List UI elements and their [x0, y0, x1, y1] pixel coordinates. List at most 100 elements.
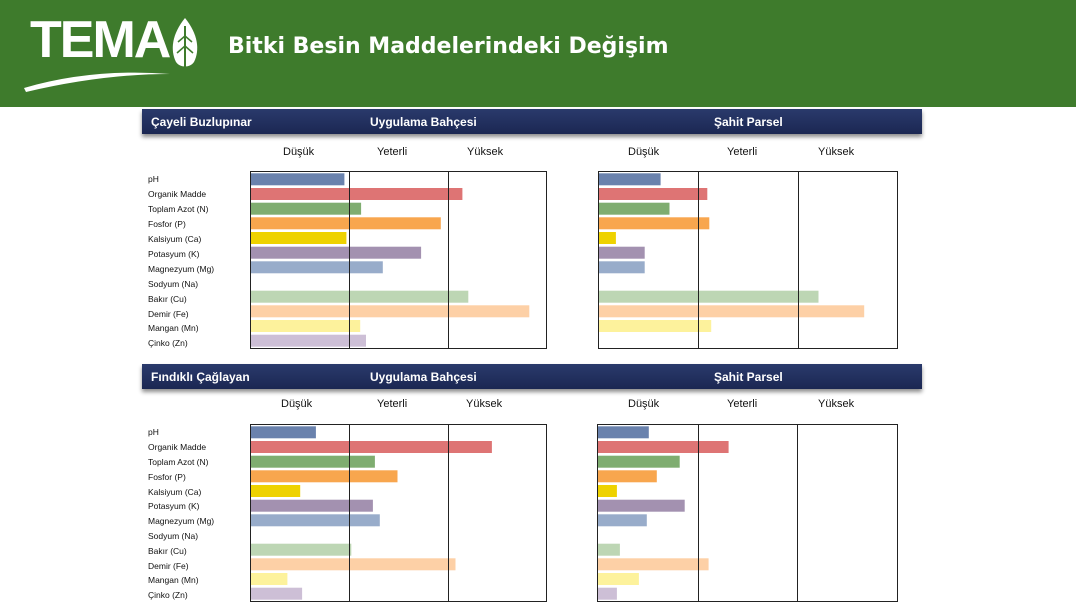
bar-organik-madde: [251, 441, 492, 453]
bar-organik-madde: [598, 441, 729, 453]
bar-kalsiyum-ca: [598, 485, 617, 497]
row-label-organic: Organik Madde: [148, 189, 207, 199]
level-high: Yüksek: [467, 146, 504, 158]
bar-toplam-azot-n: [598, 455, 680, 468]
chart-findikli-applied: [250, 424, 547, 602]
bar-toplam-azot-n: [251, 202, 362, 215]
level-low: Düşük: [628, 398, 660, 410]
row-label-phosphorus: Fosfor (P): [148, 472, 186, 482]
header-bar: TEMA Bitki Besin Maddelerindeki Değişim: [0, 0, 1076, 107]
bar-demir-fe: [251, 305, 530, 318]
row-label-calcium: Kalsiyum (Ca): [148, 234, 202, 244]
level-low: Düşük: [281, 398, 313, 410]
bar-toplam-azot-n: [251, 455, 375, 468]
level-adequate: Yeterli: [727, 146, 758, 158]
bar-cinko-zn: [251, 587, 303, 600]
bar-demir-fe: [251, 558, 456, 571]
row-label-manganese: Mangan (Mn): [148, 575, 199, 585]
row-label-iron: Demir (Fe): [148, 561, 189, 571]
chart-cayeli-applied: [250, 171, 547, 349]
chart-frame: [250, 171, 547, 349]
bar-cinko-zn: [251, 334, 366, 347]
row-label-nitrogen: Toplam Azot (N): [148, 204, 209, 214]
row-label-sodium: Sodyum (Na): [148, 531, 199, 541]
row-label-magnesium: Magnezyum (Mg): [148, 516, 215, 526]
bar-ph: [251, 426, 316, 439]
level-adequate: Yeterli: [377, 398, 408, 410]
row-label-zinc: Çinko (Zn): [148, 590, 188, 600]
bar-organik-madde: [251, 188, 463, 200]
bar-potasyum-k: [598, 499, 685, 512]
chart-cayeli-control: [598, 171, 898, 349]
bar-magnezyum-mg: [251, 261, 383, 274]
logo-swoosh-icon: [24, 72, 170, 92]
bar-potasyum-k: [599, 246, 645, 259]
row-label-ph: pH: [148, 174, 159, 184]
bar-magnezyum-mg: [251, 514, 380, 527]
bar-bakir-cu: [598, 543, 620, 556]
row-label-sodium: Sodyum (Na): [148, 279, 199, 289]
row-label-phosphorus: Fosfor (P): [148, 219, 186, 229]
row-label-potassium: Potasyum (K): [148, 249, 200, 259]
bar-mangan-mn: [599, 320, 712, 332]
level-adequate: Yeterli: [377, 146, 408, 158]
level-high: Yüksek: [818, 146, 855, 158]
tema-logo: TEMA: [30, 11, 171, 69]
level-low: Düşük: [628, 146, 660, 158]
leaf-icon: [172, 18, 198, 74]
chart-frame: [598, 171, 898, 349]
row-label-potassium: Potasyum (K): [148, 501, 200, 511]
bar-bakir-cu: [251, 543, 352, 556]
bar-mangan-mn: [251, 320, 361, 332]
row-label-magnesium: Magnezyum (Mg): [148, 264, 215, 274]
bar-magnezyum-mg: [598, 514, 647, 527]
location-label: Çayeli Buzlupınar: [151, 115, 252, 129]
bar-fosfor-p: [598, 470, 657, 483]
bar-organik-madde: [599, 188, 708, 200]
bar-demir-fe: [599, 305, 865, 318]
row-label-copper: Bakır (Cu): [148, 294, 187, 304]
chart-frame: [597, 424, 898, 602]
bar-kalsiyum-ca: [251, 232, 347, 244]
row-label-iron: Demir (Fe): [148, 309, 189, 319]
bar-bakir-cu: [599, 290, 819, 303]
row-label-zinc: Çinko (Zn): [148, 338, 188, 348]
applied-title: Uygulama Bahçesi: [370, 370, 477, 384]
row-label-calcium: Kalsiyum (Ca): [148, 487, 202, 497]
bar-potasyum-k: [251, 499, 373, 512]
bar-fosfor-p: [599, 217, 710, 230]
location-label: Fındıklı Çağlayan: [151, 370, 250, 384]
row-label-copper: Bakır (Cu): [148, 546, 187, 556]
bar-mangan-mn: [251, 573, 288, 585]
row-label-nitrogen: Toplam Azot (N): [148, 457, 209, 467]
bar-ph: [598, 426, 649, 439]
bar-mangan-mn: [598, 573, 639, 585]
level-adequate: Yeterli: [727, 398, 758, 410]
bar-bakir-cu: [251, 290, 469, 303]
bar-ph: [599, 173, 661, 186]
control-title: Şahit Parsel: [714, 370, 783, 384]
bar-kalsiyum-ca: [251, 485, 301, 497]
bar-magnezyum-mg: [599, 261, 645, 274]
row-label-manganese: Mangan (Mn): [148, 323, 199, 333]
row-label-ph: pH: [148, 427, 159, 437]
chart-findikli-control: [597, 424, 898, 602]
row-label-organic: Organik Madde: [148, 442, 207, 452]
bar-kalsiyum-ca: [599, 232, 616, 244]
bar-ph: [251, 173, 345, 186]
bar-fosfor-p: [251, 217, 441, 230]
level-high: Yüksek: [818, 398, 855, 410]
section-header-findikli: Fındıklı Çağlayan Uygulama Bahçesi Şahit…: [142, 364, 922, 389]
chart-frame: [250, 424, 547, 602]
bar-potasyum-k: [251, 246, 422, 259]
bar-demir-fe: [598, 558, 709, 571]
level-high: Yüksek: [466, 398, 503, 410]
control-title: Şahit Parsel: [714, 115, 783, 129]
applied-title: Uygulama Bahçesi: [370, 115, 477, 129]
bar-toplam-azot-n: [599, 202, 670, 215]
bar-fosfor-p: [251, 470, 398, 483]
section-header-cayeli: Çayeli Buzlupınar Uygulama Bahçesi Şahit…: [142, 109, 922, 134]
page-title: Bitki Besin Maddelerindeki Değişim: [228, 34, 669, 59]
bar-cinko-zn: [598, 587, 617, 600]
level-low: Düşük: [283, 146, 315, 158]
